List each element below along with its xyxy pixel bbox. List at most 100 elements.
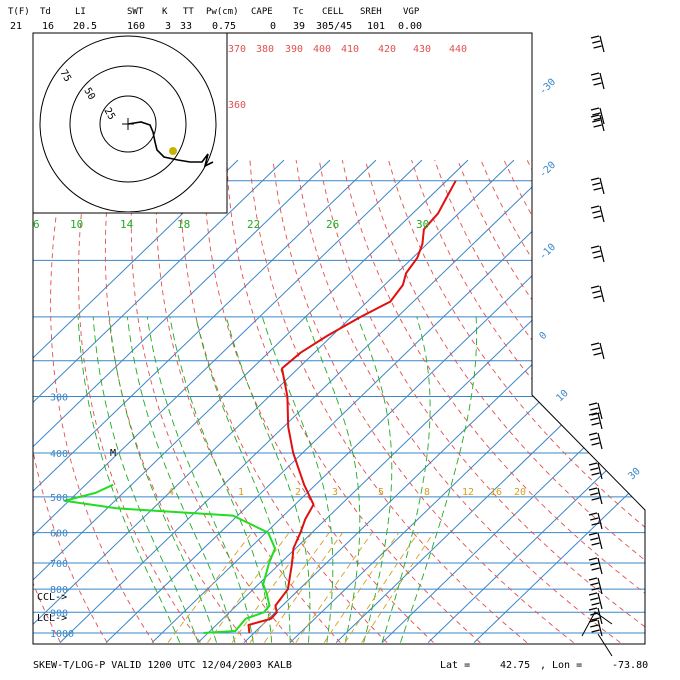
wind-barb-flag <box>590 492 599 496</box>
mixing-ratio-label: 16 <box>490 487 502 498</box>
wind-barb-flag <box>588 432 598 436</box>
dry-adiabat-label: 440 <box>449 44 467 55</box>
dry-adiabat-line <box>104 160 248 643</box>
index-label-cape: CAPE <box>251 7 273 17</box>
index-label-td: Td <box>40 7 51 17</box>
wind-barb-flag <box>588 402 598 406</box>
isotherm-label: -20 <box>537 160 558 180</box>
isobar-label: 900 <box>50 608 68 619</box>
wind-barb-flag <box>592 347 601 351</box>
wind-barb-flag <box>592 250 601 254</box>
wind-barb <box>597 557 603 575</box>
hodograph-ring-label: 75 <box>57 68 73 84</box>
wind-barb-flag <box>593 187 602 191</box>
index-value-sreh: 101 <box>367 21 385 32</box>
wind-barb-flag <box>588 577 598 581</box>
isotherm-line <box>151 159 645 643</box>
wind-barb-flag <box>590 597 599 601</box>
wind-barb <box>599 107 605 125</box>
mixing-ratio-label: 20 <box>514 487 526 498</box>
index-label-k: K <box>162 7 168 17</box>
mixing-ratio-label: 5 <box>378 487 384 498</box>
moist-adiabat-line <box>126 316 236 643</box>
moist-adiabat-label: 10 <box>70 218 83 231</box>
isotherm-line <box>33 159 423 643</box>
wind-barb-flag <box>592 119 601 123</box>
hodograph-ring <box>69 65 187 183</box>
storm-motion-marker <box>169 147 177 155</box>
wind-barb-flag <box>593 215 602 219</box>
isotherm-line <box>243 159 645 643</box>
mixing-ratio-label: 12 <box>462 487 474 498</box>
dry-adiabat-line <box>572 159 645 644</box>
dry-adiabat-line <box>526 159 645 644</box>
wind-barb-flag <box>590 467 599 471</box>
lat-value: 42.75 <box>500 660 530 671</box>
moist-adiabat-line <box>77 316 181 643</box>
index-value-pw: 0.75 <box>212 21 236 32</box>
wind-barb-flag <box>592 77 601 81</box>
temperature-profile <box>247 180 457 634</box>
dry-adiabat-line <box>295 160 621 643</box>
dry-adiabat-label: 410 <box>341 44 359 55</box>
wind-barb-flag <box>590 205 600 209</box>
isotherm-line <box>33 159 331 643</box>
isotherm-line <box>33 159 515 643</box>
wind-barb <box>599 205 605 223</box>
wind-barb-column <box>581 35 613 657</box>
hodograph-ring-label: 50 <box>81 86 97 102</box>
wind-barb-flag <box>590 582 599 586</box>
wind-barb <box>599 72 605 90</box>
hodograph-trace <box>127 121 214 168</box>
wind-barb-flag <box>590 417 599 421</box>
moist-adiabat-label: 14 <box>120 218 134 231</box>
mixing-ratio-line <box>295 532 373 643</box>
dry-adiabat-line <box>318 160 645 643</box>
dry-adiabat-line <box>130 160 295 643</box>
isotherm-line <box>33 159 285 643</box>
dry-adiabat-line <box>33 159 61 643</box>
wind-barb-flag <box>590 437 599 441</box>
wind-barb <box>599 342 605 360</box>
isotherm-line <box>33 159 469 643</box>
index-label-li: LI <box>75 7 86 17</box>
wind-barb-flag <box>593 352 602 356</box>
wind-barb-flag <box>591 602 600 606</box>
chart-title: SKEW-T/LOG-P VALID 1200 UTC 12/04/2003 K… <box>33 660 292 671</box>
dry-adiabat-label: 400 <box>313 44 331 55</box>
dry-adiabat-line <box>78 160 201 643</box>
wind-barb <box>597 462 603 480</box>
index-label-tf: T(F) <box>8 7 30 17</box>
isotherm-label: 10 <box>554 388 570 404</box>
hodograph-ring-label: 25 <box>101 106 117 122</box>
wind-barb <box>597 487 603 505</box>
wind-barb <box>597 412 603 430</box>
wind-barb-flag <box>588 462 598 466</box>
wind-barb-flag <box>591 542 600 546</box>
wind-barb-flag <box>588 512 598 516</box>
dry-adiabat-label: 430 <box>413 44 431 55</box>
isobar-label: 700 <box>50 559 68 570</box>
dry-adiabat-line <box>388 159 645 643</box>
wind-barb-flag <box>591 567 600 571</box>
coord-separator: , <box>540 660 546 671</box>
index-value-cape: 0 <box>270 21 276 32</box>
dry-adiabat-line <box>549 159 645 644</box>
moist-adiabat-line <box>195 316 291 643</box>
wind-barb <box>599 114 605 132</box>
isotherm-line <box>33 159 239 643</box>
dry-adiabat-line <box>203 160 434 643</box>
dry-adiabat-line <box>226 160 481 643</box>
wind-barb <box>597 592 603 610</box>
wind-barb <box>599 35 605 53</box>
dry-adiabat-label: 390 <box>285 44 303 55</box>
moist-adiabat-label: 26 <box>326 218 339 231</box>
wind-barb-flag <box>592 210 601 214</box>
mixing-ratio-line <box>361 532 434 643</box>
moist-adiabat-label: 18 <box>177 218 190 231</box>
isotherm-line <box>33 159 377 643</box>
isotherm-label: 0 <box>537 330 549 342</box>
isobar-label: 400 <box>50 449 68 460</box>
dry-adiabat-line <box>480 159 645 643</box>
